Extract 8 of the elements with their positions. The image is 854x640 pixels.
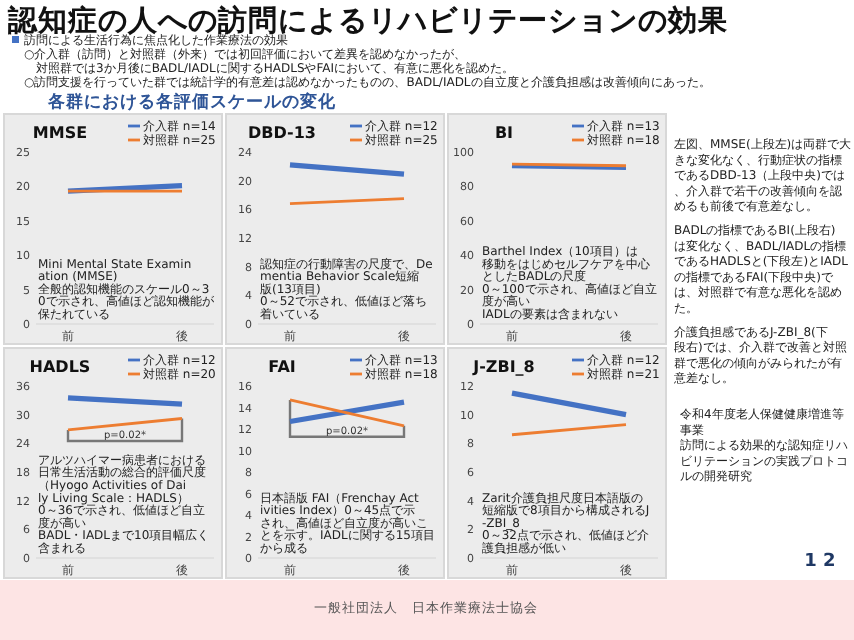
text: 各群における各評価スケールの変化 [46, 91, 338, 113]
chart-title: HADLS [29, 358, 91, 376]
chart-title: BI [494, 124, 514, 142]
text: 1 2 [804, 552, 836, 572]
chart-title: FAI [268, 358, 296, 376]
chart-title: DBD-13 [248, 124, 316, 142]
chart-title: J-ZBI_8 [471, 358, 536, 376]
chart-title: MMSE [32, 124, 88, 142]
